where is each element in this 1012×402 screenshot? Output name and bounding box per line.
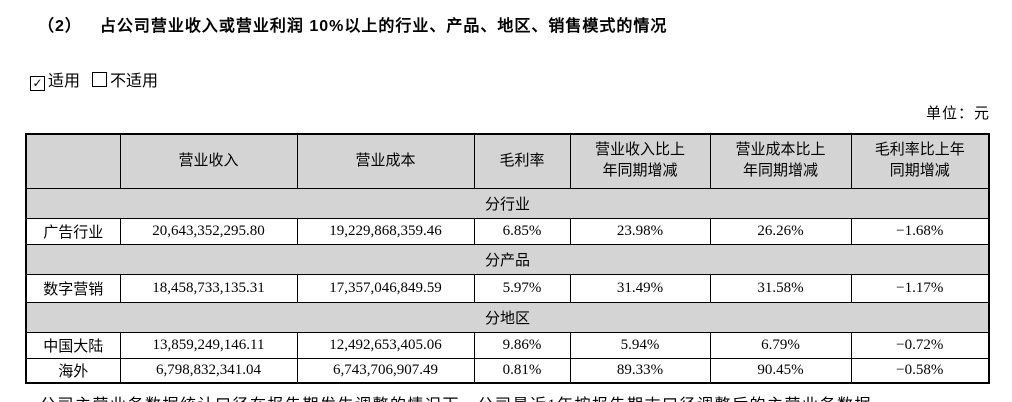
footnote-text: 公司主营业务数据统计口径在报告期发生调整的情况下，公司最近1年按报告期末口径调整… — [40, 391, 872, 402]
cell-gross-margin: 0.81% — [473, 357, 571, 384]
applicable-label: 适用 — [48, 73, 81, 90]
cell-margin-yoy: −0.58% — [850, 357, 990, 384]
row-label: 中国大陆 — [25, 331, 121, 359]
row-label: 数字营销 — [25, 273, 121, 303]
section-row-by-product: 分产品 — [25, 243, 990, 275]
section-title-text: 占公司营业收入或营业利润 10%以上的行业、产品、地区、销售模式的情况 — [99, 18, 668, 35]
cell-revenue: 13,859,249,146.11 — [119, 331, 298, 359]
table-header-row: 营业收入 营业成本 毛利率 营业收入比上 年同期增减 营业成本比上 年同期增减 … — [25, 133, 990, 189]
section-row-by-industry: 分行业 — [25, 187, 990, 219]
unit-label: 单位：元 — [925, 106, 990, 122]
section-label: 分行业 — [25, 187, 990, 219]
cell-cost-yoy: 6.79% — [709, 331, 852, 359]
not-applicable-label: 不适用 — [110, 73, 159, 90]
applicable-option: ✓ 适用 — [30, 73, 81, 91]
cell-gross-margin: 9.86% — [473, 331, 571, 359]
cell-revenue-yoy: 89.33% — [569, 357, 711, 384]
table-row-advertising: 广告行业 20,643,352,295.80 19,229,868,359.46… — [25, 217, 990, 245]
cell-revenue: 18,458,733,135.31 — [119, 273, 298, 303]
column-header-revenue: 营业收入 — [119, 133, 298, 189]
cell-margin-yoy: −1.68% — [850, 217, 990, 245]
section-label: 分地区 — [25, 301, 990, 333]
column-header-cost-yoy: 营业成本比上 年同期增减 — [709, 133, 852, 189]
cell-revenue-yoy: 31.49% — [569, 273, 711, 303]
checkbox-checked-icon: ✓ — [30, 76, 45, 91]
cell-margin-yoy: −1.17% — [850, 273, 990, 303]
cell-revenue-yoy: 23.98% — [569, 217, 711, 245]
cell-cost-yoy: 26.26% — [709, 217, 852, 245]
row-label: 广告行业 — [25, 217, 121, 245]
cell-cost: 6,743,706,907.49 — [296, 357, 475, 384]
cell-cost-yoy: 31.58% — [709, 273, 852, 303]
column-header-revenue-yoy: 营业收入比上 年同期增减 — [569, 133, 711, 189]
cell-cost: 12,492,653,405.06 — [296, 331, 475, 359]
cell-revenue: 20,643,352,295.80 — [119, 217, 298, 245]
cell-margin-yoy: −0.72% — [850, 331, 990, 359]
table-row-overseas: 海外 6,798,832,341.04 6,743,706,907.49 0.8… — [25, 357, 990, 384]
column-header-gross-margin: 毛利率 — [473, 133, 571, 189]
cell-gross-margin: 5.97% — [473, 273, 571, 303]
section-title: （2） 占公司营业收入或营业利润 10%以上的行业、产品、地区、销售模式的情况 — [38, 12, 667, 36]
cell-gross-margin: 6.85% — [473, 217, 571, 245]
segment-data-table: 营业收入 营业成本 毛利率 营业收入比上 年同期增减 营业成本比上 年同期增减 … — [25, 133, 990, 384]
cell-cost: 19,229,868,359.46 — [296, 217, 475, 245]
section-label: 分产品 — [25, 243, 990, 275]
section-number: （2） — [38, 18, 82, 35]
checkbox-unchecked-icon — [92, 72, 108, 87]
column-header-blank — [25, 133, 121, 189]
column-header-cost: 营业成本 — [296, 133, 475, 189]
cell-cost-yoy: 90.45% — [709, 357, 852, 384]
cell-revenue: 6,798,832,341.04 — [119, 357, 298, 384]
row-label: 海外 — [25, 357, 121, 384]
table-row-mainland-china: 中国大陆 13,859,249,146.11 12,492,653,405.06… — [25, 331, 990, 359]
column-header-margin-yoy: 毛利率比上年 同期增减 — [850, 133, 990, 189]
cell-revenue-yoy: 5.94% — [569, 331, 711, 359]
section-row-by-region: 分地区 — [25, 301, 990, 333]
table-row-digital-marketing: 数字营销 18,458,733,135.31 17,357,046,849.59… — [25, 273, 990, 303]
applicable-row: ✓ 适用 不适用 — [30, 67, 170, 91]
cell-cost: 17,357,046,849.59 — [296, 273, 475, 303]
not-applicable-option: 不适用 — [92, 72, 159, 90]
